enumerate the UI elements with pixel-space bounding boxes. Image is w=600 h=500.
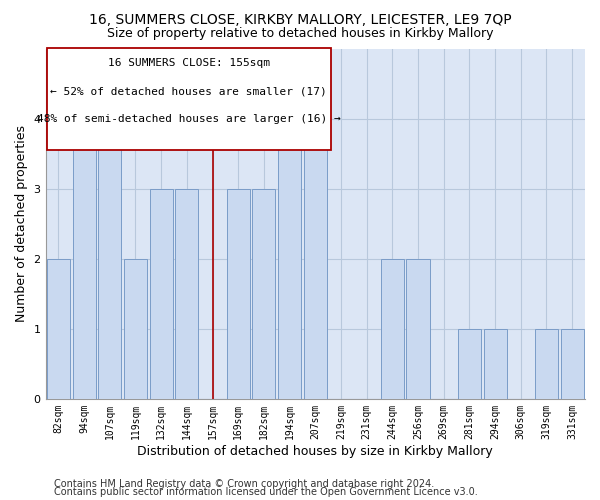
Bar [175,189,199,399]
Text: ← 52% of detached houses are smaller (17): ← 52% of detached houses are smaller (17… [50,86,327,96]
Text: Contains HM Land Registry data © Crown copyright and database right 2024.: Contains HM Land Registry data © Crown c… [54,479,434,489]
Bar [149,189,173,399]
Bar [484,329,506,399]
Bar [560,329,584,399]
Bar [98,119,121,399]
Bar [304,119,327,399]
Bar [124,259,147,399]
Bar [381,259,404,399]
Bar [278,119,301,399]
Text: Size of property relative to detached houses in Kirkby Mallory: Size of property relative to detached ho… [107,28,493,40]
Text: 48% of semi-detached houses are larger (16) →: 48% of semi-detached houses are larger (… [37,114,341,124]
Bar [458,329,481,399]
Bar [535,329,558,399]
Y-axis label: Number of detached properties: Number of detached properties [15,126,28,322]
X-axis label: Distribution of detached houses by size in Kirkby Mallory: Distribution of detached houses by size … [137,444,493,458]
Bar [253,189,275,399]
Text: Contains public sector information licensed under the Open Government Licence v3: Contains public sector information licen… [54,487,478,497]
Bar [73,119,95,399]
Text: 16 SUMMERS CLOSE: 155sqm: 16 SUMMERS CLOSE: 155sqm [108,58,270,68]
Bar [406,259,430,399]
Bar [227,189,250,399]
Bar [47,259,70,399]
FancyBboxPatch shape [47,48,331,150]
Text: 16, SUMMERS CLOSE, KIRKBY MALLORY, LEICESTER, LE9 7QP: 16, SUMMERS CLOSE, KIRKBY MALLORY, LEICE… [89,12,511,26]
